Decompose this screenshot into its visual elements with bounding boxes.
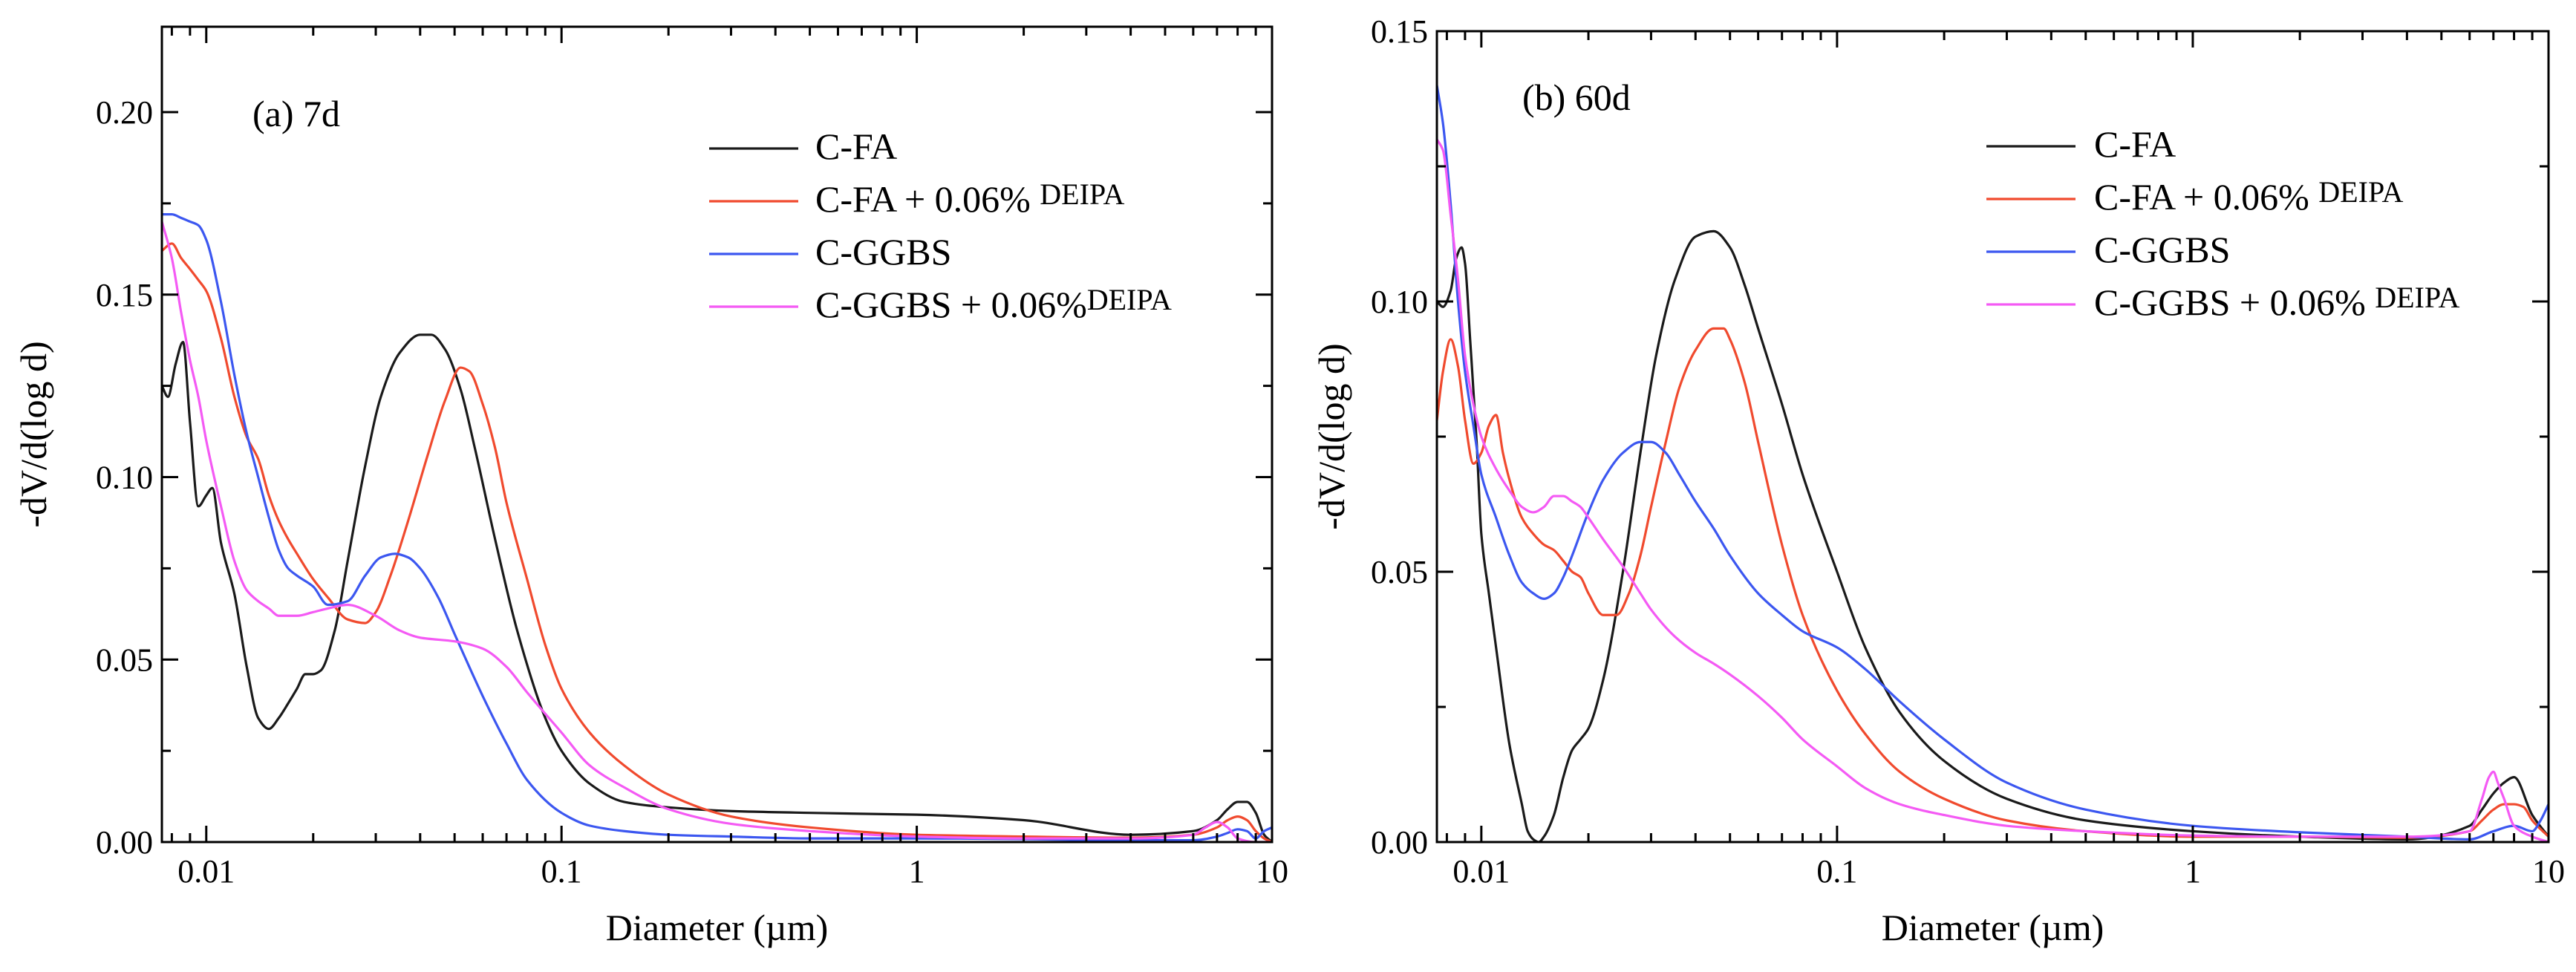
y-tick-label: 0.05 [1371, 554, 1428, 590]
plot-frame [1435, 30, 2550, 844]
y-tick-label: 0.20 [96, 94, 153, 131]
x-tick-label: 1 [909, 853, 925, 890]
series-line-c-ggbs [1437, 85, 2549, 841]
plot-frame [160, 25, 1274, 844]
y-tick-label: 0.10 [96, 460, 153, 496]
legend-label-name: C-FA + 0.06% [2094, 176, 2318, 218]
legend-label-name: C-GGBS + 0.06% [815, 284, 1087, 325]
y-tick-label: 0.15 [1371, 13, 1428, 50]
chart-panel-a: 0.01 0.1 1 10 0.00 0.05 0.10 0.15 0.20 Diameter (… [13, 25, 1288, 948]
x-tick-label: 0.01 [177, 853, 235, 890]
legend-label: C-FA [2094, 123, 2176, 165]
chart-panel-b: 0.01 0.1 1 10 0.00 0.05 0.10 0.15 Diameter (µm) -… [1311, 13, 2565, 948]
x-tick-label: 0.1 [541, 853, 582, 890]
x-tick-label: 1 [2185, 853, 2201, 890]
legend-label: C-GGBS + 0.06%DEIPA [815, 283, 1172, 325]
y-tick-label: 0.10 [1371, 284, 1428, 320]
legend-label-name: C-FA + 0.06% [815, 178, 1040, 220]
legend-label-superscript: DEIPA [2318, 175, 2403, 209]
legend-label: C-GGBS + 0.06% DEIPA [2094, 281, 2459, 323]
series-line-c-fa [1437, 229, 2549, 842]
legend-label-superscript: DEIPA [2375, 281, 2459, 314]
series-line-c-fa-0-06--deipa [1437, 327, 2549, 839]
legend: C-FA C-FA + 0.06% DEIPA C-GGBS C-GGBS + 0.0… [1986, 123, 2459, 323]
legend-label: C-FA [815, 125, 897, 167]
y-tick-label: 0.00 [96, 824, 153, 861]
y-tick-label: 0.15 [96, 277, 153, 313]
y-tick-label: 0.00 [1371, 824, 1428, 861]
legend-label-superscript: DEIPA [1040, 177, 1124, 211]
legend-label-superscript: DEIPA [1087, 283, 1172, 316]
legend-label-name: C-FA [815, 125, 897, 167]
x-axis-title: Diameter (µm) [606, 907, 829, 948]
legend: C-FA C-FA + 0.06% DEIPA C-GGBS C-GGBS + 0.0… [709, 125, 1172, 325]
y-axis-title: -dV/d(log d) [1311, 343, 1352, 529]
y-tick-label: 0.05 [96, 642, 153, 678]
legend-label-name: C-GGBS + 0.06% [2094, 281, 2375, 323]
x-tick-label: 10 [2532, 853, 2565, 890]
x-tick-label: 10 [1256, 853, 1288, 890]
x-tick-label: 0.01 [1452, 853, 1510, 890]
panel-label: (a) 7d [252, 93, 340, 134]
series-line-c-ggbs-0-06--deipa [1437, 138, 2549, 842]
legend-label: C-GGBS [2094, 229, 2230, 270]
legend-label-name: C-GGBS [2094, 229, 2230, 270]
series-line-c-fa [162, 333, 1272, 842]
panel-label: (b) 60d [1522, 76, 1631, 118]
legend-label: C-FA + 0.06% DEIPA [2094, 175, 2404, 218]
series-line-c-ggbs [162, 213, 1272, 842]
legend-label-name: C-GGBS [815, 231, 951, 273]
x-tick-label: 0.1 [1816, 853, 1857, 890]
y-axis-title: -dV/d(log d) [13, 341, 54, 527]
legend-label: C-GGBS [815, 231, 951, 273]
legend-label: C-FA + 0.06% DEIPA [815, 177, 1125, 220]
series-line-c-ggbs-0-06--deipa [162, 221, 1272, 842]
legend-label-name: C-FA [2094, 123, 2176, 165]
x-axis-title: Diameter (µm) [1882, 907, 2104, 948]
series-line-c-fa-0-06--deipa [162, 242, 1272, 842]
